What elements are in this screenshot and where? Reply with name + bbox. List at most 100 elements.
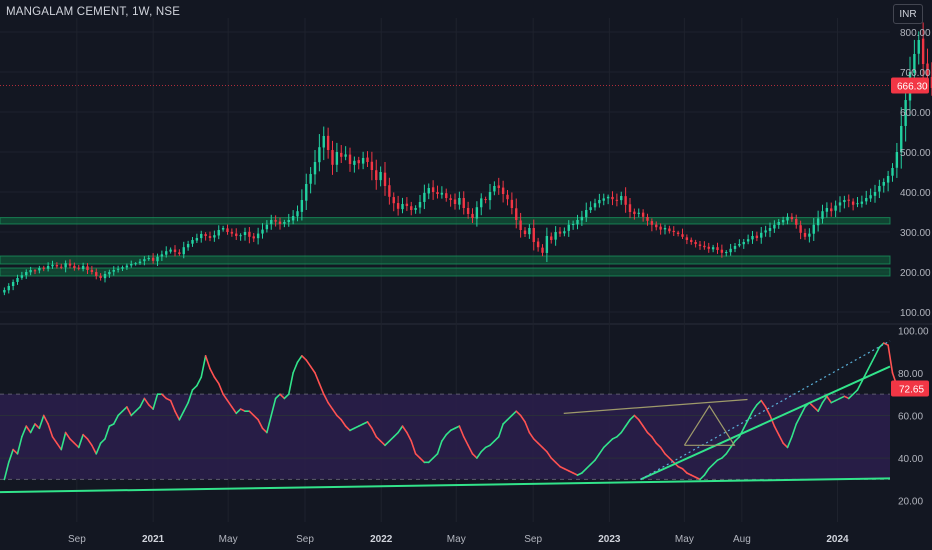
rsi-segment	[318, 382, 325, 395]
candle-body	[545, 236, 549, 253]
candle	[318, 134, 321, 172]
rsi-segment	[497, 423, 504, 438]
candle-body	[270, 220, 273, 225]
rsi-pane[interactable]	[0, 340, 907, 494]
candle-body	[423, 192, 426, 202]
candle-body	[755, 235, 759, 238]
candle	[300, 189, 304, 221]
candle	[357, 156, 360, 170]
candle-body	[589, 207, 592, 211]
candle-body	[256, 233, 260, 239]
rsi-triangle-pattern	[683, 404, 736, 446]
candle	[436, 185, 439, 199]
candle	[326, 127, 330, 159]
candle-body	[431, 187, 435, 192]
candle	[73, 262, 76, 271]
candle-body	[291, 216, 295, 221]
candle	[882, 178, 885, 193]
candle	[99, 273, 102, 281]
rsi-segment	[659, 446, 666, 455]
rsi-segment	[77, 433, 84, 449]
candle-body	[821, 211, 824, 219]
candle-body	[878, 186, 881, 192]
rsi-trendline-rising	[640, 365, 891, 481]
candle-body	[869, 195, 872, 199]
rsi-segment	[410, 440, 417, 455]
candle-body	[471, 213, 474, 218]
candle-body	[375, 170, 378, 180]
rsi-segment	[235, 408, 242, 415]
rsi-segment	[777, 433, 784, 444]
candle-body	[466, 207, 470, 214]
rsi-segment	[270, 397, 277, 417]
candle	[484, 196, 487, 204]
rsi-segment	[559, 465, 566, 470]
rsi-segment	[550, 457, 557, 464]
candle	[440, 186, 444, 199]
candle-body	[445, 193, 448, 198]
rsi-segment	[882, 342, 889, 346]
candle	[143, 256, 146, 266]
rsi-segment	[371, 427, 378, 438]
candle-body	[567, 224, 570, 231]
rsi-segment	[782, 442, 789, 449]
candle-body	[585, 210, 588, 218]
candle-body	[606, 196, 610, 199]
candle	[462, 191, 465, 215]
candle	[331, 140, 334, 175]
candle-body	[230, 231, 234, 234]
support-zone	[0, 267, 891, 277]
candle-body	[248, 231, 251, 237]
candle-body	[151, 257, 155, 261]
candle-body	[536, 241, 540, 248]
candle-body	[563, 231, 566, 234]
rsi-segment	[86, 438, 93, 447]
currency-button[interactable]: INR	[893, 4, 923, 24]
candle	[480, 193, 483, 216]
candle	[895, 142, 899, 178]
candle	[252, 232, 255, 243]
rsi-segment	[865, 363, 872, 374]
candle-body	[165, 251, 168, 255]
candle	[383, 162, 387, 196]
candle-body	[405, 203, 409, 206]
candle	[694, 239, 697, 248]
candle-body	[725, 252, 728, 254]
rsi-segment	[721, 453, 728, 459]
candle-body	[204, 234, 207, 236]
rsi-segment	[222, 393, 229, 402]
rsi-segment	[91, 444, 98, 455]
rsi-segment	[484, 444, 491, 449]
candle-body	[178, 252, 181, 254]
candle	[195, 233, 199, 244]
rsi-segment	[655, 442, 662, 449]
price-tick-label: 800.00	[900, 28, 931, 39]
time-tick-label: Sep	[524, 534, 542, 545]
candle-body	[733, 246, 737, 249]
rsi-segment	[121, 406, 128, 413]
candle-body	[690, 239, 693, 242]
rsi-segment	[42, 414, 49, 425]
candle	[707, 242, 710, 253]
candle	[856, 196, 859, 208]
rsi-segment	[747, 410, 754, 421]
rsi-segment	[406, 431, 413, 442]
rsi-segment	[458, 425, 465, 438]
rsi-segment	[576, 472, 583, 476]
rsi-segment	[191, 384, 198, 391]
rsi-segment	[375, 435, 382, 442]
rsi-tick-label: 40.00	[898, 454, 923, 465]
candle	[287, 213, 290, 227]
rsi-segment	[563, 467, 570, 472]
candle-body	[125, 265, 129, 268]
candle-body	[825, 208, 829, 212]
candle	[585, 202, 588, 222]
candle-body	[650, 221, 654, 225]
support-zone	[0, 217, 891, 225]
candle-body	[383, 172, 387, 186]
candle-body	[134, 263, 137, 265]
candle-body	[576, 220, 579, 225]
candle	[33, 269, 37, 275]
candle	[283, 219, 286, 228]
